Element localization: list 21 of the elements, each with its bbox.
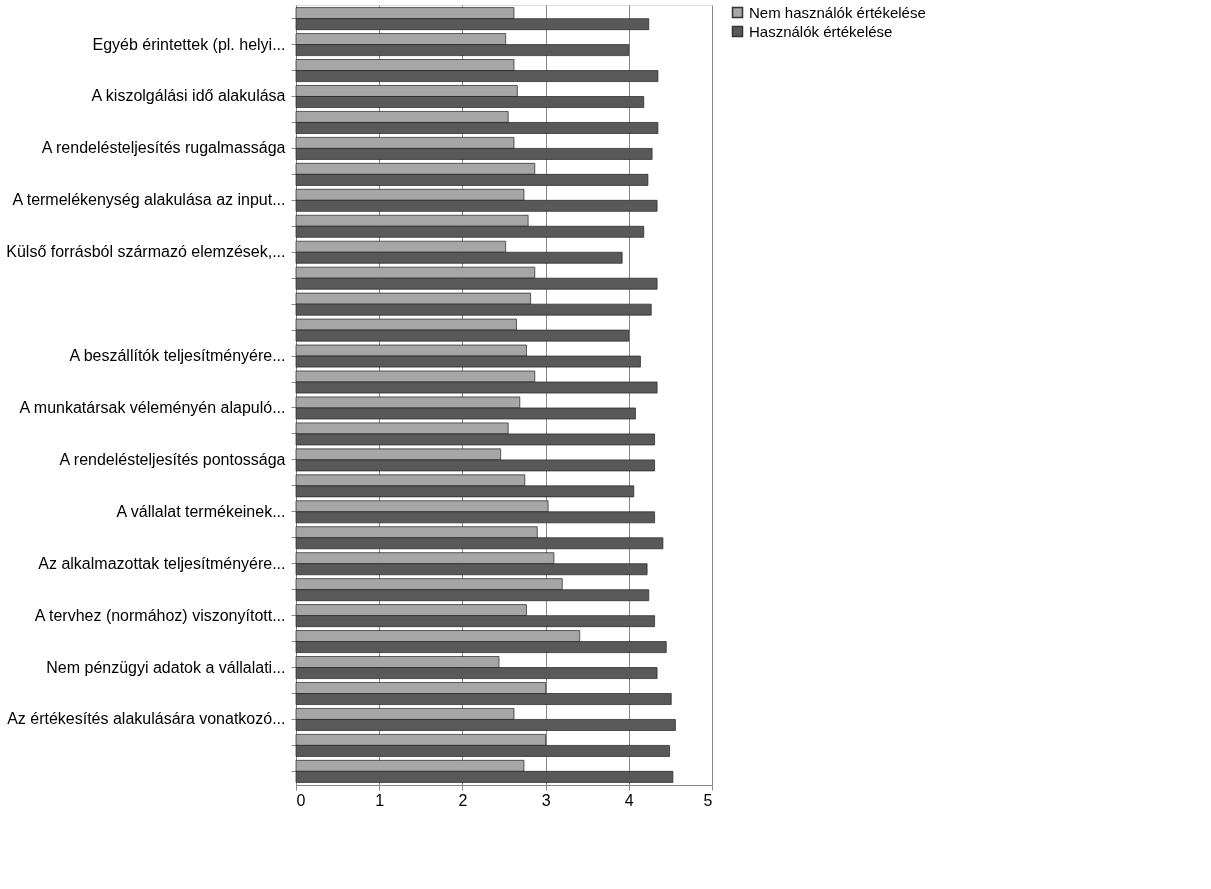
y-tick-label: A vállalat termékeinek... xyxy=(116,502,286,520)
x-tick-label: 5 xyxy=(703,791,713,809)
y-tick-label: A rendelésteljesítés rugalmassága xyxy=(41,139,286,157)
y-tick-label: Az értékesítés alakulására vonatkozó... xyxy=(7,710,286,728)
x-tick-label: 2 xyxy=(458,791,468,809)
x-tick-label: 0 xyxy=(296,791,306,809)
y-tick-label: A rendelésteljesítés pontossága xyxy=(59,450,286,468)
x-tick-label: 1 xyxy=(375,791,385,809)
y-tick-label: Külső forrásból származó elemzések,... xyxy=(6,243,286,261)
y-tick-label: A tervhez (normához) viszonyított... xyxy=(34,606,286,624)
y-tick-label: A munkatársak véleményén alapuló... xyxy=(19,398,286,416)
y-tick-label: Nem pénzügyi adatok a vállalati... xyxy=(46,658,286,676)
legend-label: Használók értékelése xyxy=(749,22,893,40)
x-tick-label: 3 xyxy=(541,791,551,809)
y-tick-label: Egyéb érintettek (pl. helyi... xyxy=(92,35,286,53)
y-tick-label: Az alkalmazottak teljesítményére... xyxy=(38,554,286,572)
x-tick-label: 4 xyxy=(624,791,634,809)
y-tick-label: A beszállítók teljesítményére... xyxy=(69,347,286,365)
y-tick-label: A kiszolgálási idő alakulása xyxy=(91,87,286,105)
legend-label: Nem használók értékelése xyxy=(749,3,926,21)
y-tick-label: A termelékenység alakulása az input... xyxy=(12,191,286,209)
